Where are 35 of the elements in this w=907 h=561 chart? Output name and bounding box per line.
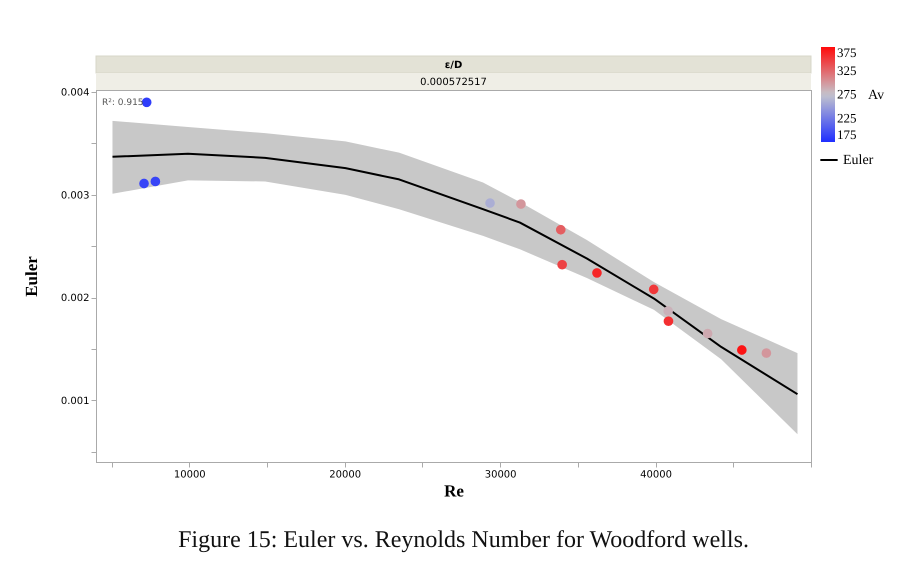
y-tick-label: 0.003 — [60, 190, 90, 202]
color-bar-label: 275 — [837, 86, 856, 102]
point — [663, 306, 673, 316]
color-bar-label: 325 — [837, 62, 856, 78]
y-tick-label: 0.004 — [60, 88, 90, 99]
point — [485, 198, 495, 208]
x-tick-label: 30000 — [484, 470, 517, 480]
point — [648, 284, 659, 294]
legend-label: Euler — [843, 153, 874, 168]
point — [762, 348, 772, 358]
point — [516, 199, 526, 209]
point — [150, 176, 160, 186]
line-series — [111, 152, 798, 396]
legend-title: Av — [868, 88, 884, 103]
point — [139, 178, 149, 188]
color-bar-label: 175 — [837, 127, 856, 142]
point — [702, 328, 712, 338]
chart-title: ε/D — [444, 60, 462, 71]
point — [592, 268, 602, 278]
x-axis-title: Re — [444, 482, 464, 500]
x-tick-label: 40000 — [640, 470, 672, 480]
color-bar-label: 375 — [837, 45, 856, 60]
x-tick-label: 20000 — [329, 470, 362, 480]
point — [557, 260, 567, 270]
x-tick-label: 10000 — [174, 470, 206, 480]
annotation: R²: 0.915 — [102, 98, 144, 108]
color-bar-label: 225 — [837, 110, 856, 126]
point — [556, 224, 566, 235]
chart-subtitle: 0.000572517 — [420, 77, 487, 88]
y-tick-label: 0.001 — [60, 396, 90, 407]
point — [737, 345, 747, 355]
y-tick-label: 0.002 — [60, 293, 90, 304]
point — [664, 316, 674, 326]
y-axis-title: Euler — [22, 256, 41, 297]
caption: Figure 15: Euler vs. Reynolds Number for Woodford wells. — [178, 527, 749, 553]
